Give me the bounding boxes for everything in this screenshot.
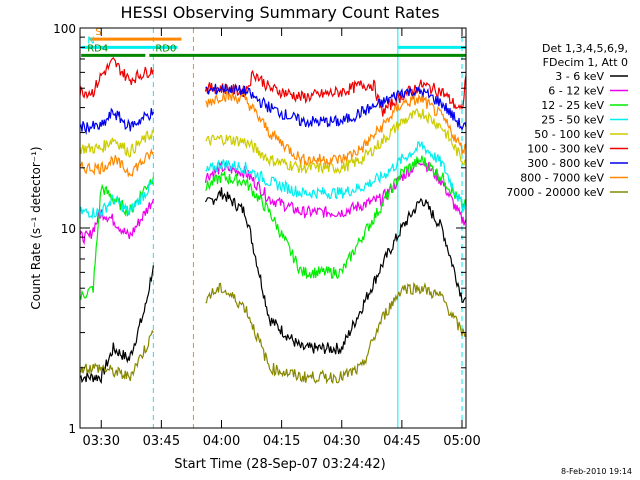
series-5 xyxy=(79,107,467,175)
x-tick-label-2: 03:45 xyxy=(143,434,180,449)
series-line-4-2 xyxy=(205,141,467,213)
legend-entry-label-5: 50 - 100 keV xyxy=(534,128,604,141)
annotation-label-3: RD4 xyxy=(87,43,108,54)
series-line-8-2 xyxy=(205,89,467,167)
series-8 xyxy=(79,89,467,178)
series-6 xyxy=(79,57,467,117)
series-line-1-1 xyxy=(79,265,154,385)
series-line-4-1 xyxy=(79,178,154,220)
legend: Det 1,3,4,5,6,9, FDecim 1, Att 0 3 - 6 k… xyxy=(506,42,628,199)
x-tick-label-3: 04:00 xyxy=(203,434,240,449)
series-line-5-1 xyxy=(79,129,154,158)
series-line-3-2 xyxy=(205,155,467,280)
legend-entry-label-2: 6 - 12 keV xyxy=(548,85,604,98)
y-tick-label-1: 1 xyxy=(68,422,76,436)
date-stamp: 8-Feb-2010 19:14 xyxy=(561,467,632,476)
series-line-2-1 xyxy=(79,198,154,246)
series-line-5-2 xyxy=(205,107,467,175)
legend-entry-label-8: 800 - 7000 keV xyxy=(520,172,604,185)
x-tick-label-7: 05:00 xyxy=(443,434,480,449)
series-line-1-2 xyxy=(204,187,467,355)
series-line-9-2 xyxy=(205,281,467,385)
series-line-7-1 xyxy=(79,107,154,136)
x-axis-label: Start Time (28-Sep-07 03:24:42) xyxy=(174,457,385,472)
x-tick-label-1: 03:30 xyxy=(83,434,120,449)
series-7 xyxy=(79,83,467,136)
series-line-9-1 xyxy=(79,329,154,382)
series-line-6-1 xyxy=(79,57,154,100)
legend-entry-label-1: 3 - 6 keV xyxy=(555,70,604,83)
annotation-label-1: S xyxy=(95,27,101,38)
legend-entry-label-7: 300 - 800 keV xyxy=(527,157,604,170)
series-3 xyxy=(79,155,467,301)
y-tick-label-3: 100 xyxy=(53,22,76,36)
x-tick-label-6: 04:45 xyxy=(383,434,420,449)
axis-ticks: 03:30 03:45 04:00 04:15 04:30 04:45 05:00 1 10 10… xyxy=(53,22,481,449)
legend-header-line-1: Det 1,3,4,5,6,9, xyxy=(542,42,628,55)
legend-entry-label-9: 7000 - 20000 keV xyxy=(506,186,604,199)
legend-entry-label-3: 12 - 25 keV xyxy=(541,99,604,112)
series-line-7-2 xyxy=(205,83,467,132)
y-axis-label: Count Rate (s⁻¹ detector⁻¹) xyxy=(29,146,43,309)
legend-entry-label-6: 100 - 300 keV xyxy=(527,143,604,156)
legend-entry-label-4: 25 - 50 keV xyxy=(541,114,604,127)
y-tick-label-2: 10 xyxy=(61,222,76,236)
series-line-3-1 xyxy=(79,176,154,301)
chart-title: HESSI Observing Summary Count Rates xyxy=(120,3,439,22)
annotation-label-4: RD0 xyxy=(155,43,176,54)
series-line-8-1 xyxy=(79,147,154,178)
series-line-6-2 xyxy=(204,69,467,117)
legend-header-line-2: FDecim 1, Att 0 xyxy=(543,56,628,69)
x-tick-label-4: 04:15 xyxy=(263,434,300,449)
annotation-label-2: N xyxy=(87,35,94,46)
x-tick-label-5: 04:30 xyxy=(323,434,360,449)
series-9 xyxy=(79,281,467,385)
series-1 xyxy=(79,187,467,385)
series-4 xyxy=(79,141,467,220)
